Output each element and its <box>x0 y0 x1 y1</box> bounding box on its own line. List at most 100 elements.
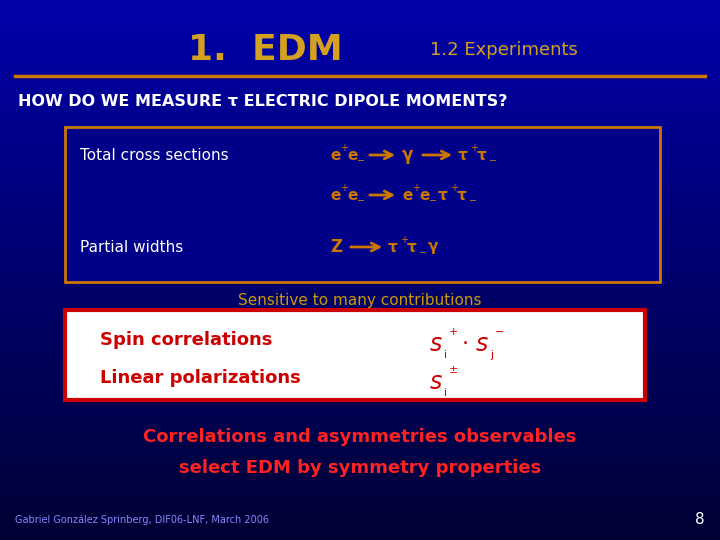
Bar <box>0 134 720 140</box>
Bar <box>0 80 720 86</box>
Bar <box>0 42 720 49</box>
Bar <box>0 436 720 443</box>
Bar <box>0 512 720 518</box>
Bar <box>0 220 720 227</box>
Text: 1.2 Experiments: 1.2 Experiments <box>430 41 578 59</box>
Bar <box>0 426 720 432</box>
Text: Sensitive to many contributions: Sensitive to many contributions <box>238 293 482 307</box>
Text: τ: τ <box>477 147 487 163</box>
Bar <box>0 26 720 32</box>
Bar <box>0 296 720 302</box>
Text: γ: γ <box>402 146 413 164</box>
Bar <box>0 420 720 427</box>
Bar <box>0 118 720 124</box>
Bar <box>0 91 720 97</box>
Bar <box>0 183 720 189</box>
Bar <box>0 458 720 464</box>
Bar <box>0 496 720 502</box>
Bar <box>0 312 720 319</box>
Bar <box>0 112 720 119</box>
Bar <box>0 226 720 232</box>
Text: i: i <box>444 350 447 360</box>
Bar <box>0 31 720 38</box>
Text: Correlations and asymmetries observables: Correlations and asymmetries observables <box>143 428 577 446</box>
Bar <box>0 129 720 135</box>
Bar <box>0 247 720 254</box>
Bar <box>0 156 720 162</box>
Bar <box>0 490 720 497</box>
Text: e: e <box>330 147 341 163</box>
Text: −: − <box>495 327 505 337</box>
Bar <box>0 404 720 410</box>
Text: +: + <box>412 183 420 193</box>
Text: e: e <box>330 187 341 202</box>
Text: τ: τ <box>407 240 417 254</box>
Text: τ: τ <box>438 187 448 202</box>
Text: HOW DO WE MEASURE τ ELECTRIC DIPOLE MOMENTS?: HOW DO WE MEASURE τ ELECTRIC DIPOLE MOME… <box>18 94 508 110</box>
Bar <box>0 355 720 362</box>
Text: +: + <box>450 183 458 193</box>
Text: s: s <box>430 370 442 394</box>
Bar <box>0 172 720 178</box>
Bar <box>0 323 720 329</box>
Bar <box>0 4 720 11</box>
Bar <box>0 188 720 194</box>
Bar <box>0 242 720 248</box>
Bar <box>0 15 720 22</box>
Text: s: s <box>476 332 488 356</box>
Bar <box>0 177 720 184</box>
Bar <box>0 269 720 275</box>
Text: j: j <box>490 350 493 360</box>
Bar <box>0 37 720 43</box>
Bar <box>0 231 720 238</box>
Text: Spin correlations: Spin correlations <box>100 331 272 349</box>
Text: +: + <box>400 235 408 245</box>
Text: −: − <box>419 248 427 258</box>
Bar <box>0 53 720 59</box>
Bar <box>0 48 720 54</box>
Bar <box>0 366 720 373</box>
Bar <box>0 166 720 173</box>
Bar <box>0 150 720 157</box>
Bar <box>0 393 720 400</box>
Text: ·: · <box>462 334 469 354</box>
Bar <box>0 534 720 540</box>
Bar <box>0 285 720 292</box>
Bar <box>0 161 720 167</box>
Bar <box>0 139 720 146</box>
Bar <box>0 102 720 108</box>
Bar <box>0 307 720 313</box>
Text: 8: 8 <box>696 512 705 528</box>
Bar <box>0 388 720 394</box>
Bar <box>0 258 720 265</box>
Text: e: e <box>347 187 357 202</box>
Bar <box>0 64 720 70</box>
Text: ±: ± <box>449 365 459 375</box>
Bar <box>0 210 720 216</box>
Bar <box>0 193 720 200</box>
Text: Gabriel González Sprinberg, DIF06-LNF, March 2006: Gabriel González Sprinberg, DIF06-LNF, M… <box>15 515 269 525</box>
Text: s: s <box>430 332 442 356</box>
Bar <box>0 96 720 103</box>
Bar <box>0 264 720 270</box>
Bar <box>0 253 720 259</box>
Text: +: + <box>470 143 478 153</box>
Bar <box>0 0 720 5</box>
Text: Z: Z <box>330 238 342 256</box>
Bar <box>0 75 720 81</box>
Text: +: + <box>340 183 348 193</box>
Bar <box>0 10 720 16</box>
Text: −: − <box>469 196 477 206</box>
Text: −: − <box>357 196 365 206</box>
Bar <box>0 301 720 308</box>
Text: e: e <box>347 147 357 163</box>
Bar <box>65 310 645 400</box>
Text: −: − <box>357 156 365 166</box>
Bar <box>0 145 720 151</box>
Bar <box>0 199 720 205</box>
Bar <box>0 204 720 211</box>
Bar <box>0 431 720 437</box>
Bar <box>0 318 720 324</box>
Bar <box>0 372 720 378</box>
Bar <box>0 334 720 340</box>
